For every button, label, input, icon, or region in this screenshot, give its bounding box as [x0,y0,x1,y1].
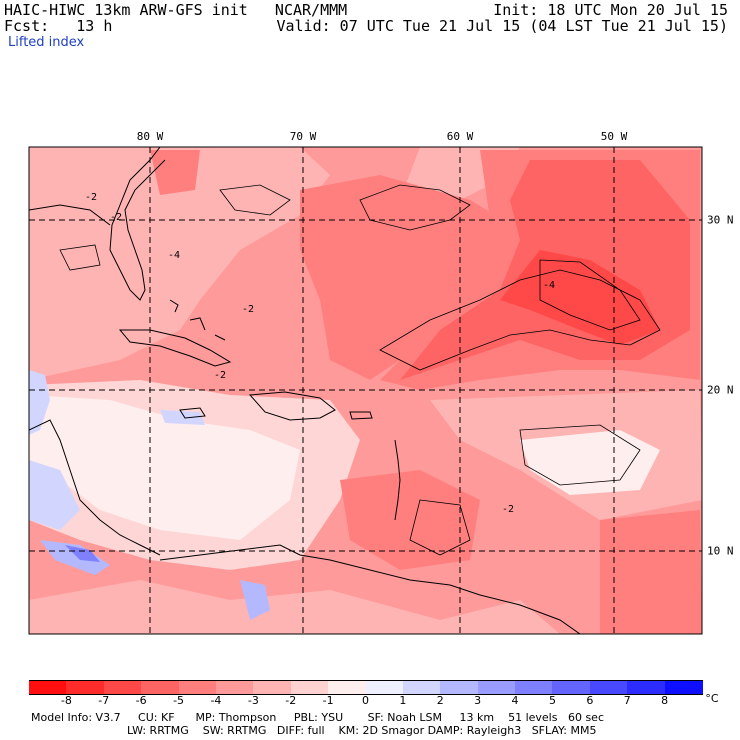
field-name: Lifted index [8,35,85,50]
lat-label-20n: 20 N [707,383,734,397]
colorbar-tick-label: 1 [399,694,407,707]
field-region-positive [29,370,50,435]
colorbar-tick-label: 6 [586,694,594,707]
lat-label-10n: 10 N [707,544,734,558]
valid-time: Valid: 07 UTC Tue 21 Jul 15 (04 LST Tue … [276,17,728,35]
colorbar-swatch [365,680,404,695]
map-frame [28,146,703,635]
graticule [29,147,702,634]
contour-label: -4 [168,250,180,261]
colorbar-swatch [627,680,666,695]
colorbar-tick-label: -3 [247,694,259,707]
colorbar-tick-label: 4 [511,694,519,707]
forecast-hour: Fcst: 13 h [4,17,113,35]
field-region-positive [240,580,270,620]
model-title: HAIC-HIWC 13km ARW-GFS init NCAR/MMM [4,1,348,19]
colorbar-tick-label: 3 [474,694,482,707]
colorbar-tick-label: 5 [548,694,556,707]
colorbar-tick-label: -8 [60,694,72,707]
colorbar-tick-label: -4 [210,694,222,707]
colorbar-swatch [589,680,628,695]
colorbar-swatch [178,680,217,695]
colorbar-swatch [515,680,554,695]
contour-label: -2 [85,192,97,203]
colorbar-tick-label: -1 [322,694,334,707]
colorbar-swatch [103,680,142,695]
lon-label-80w: 80 W [136,130,164,143]
colorbar-swatch [664,680,703,695]
colorbar-swatch [440,680,479,695]
field-region-unstable [600,510,702,634]
field-region-unstable [340,470,480,570]
field-region-neutral [520,430,660,495]
lon-label-60w: 60 W [446,130,474,143]
colorbar-tick-label: 2 [436,694,444,707]
colorbar-tick-label: 7 [623,694,631,707]
model-info-line1: Model Info: V3.7 CU: KF MP: Thompson PBL… [31,711,604,724]
colorbar-swatch [141,680,180,695]
colorbar-tick-label: 8 [661,694,669,707]
colorbar-swatch [290,680,329,695]
field-region-positive [29,460,80,530]
field-region-light [29,147,330,380]
contour-label: -2 [110,212,122,223]
contour-label: -2 [214,370,226,381]
lon-label-50w: 50 W [600,130,628,143]
colorbar-tick-label: -2 [285,694,297,707]
contour-label: -2 [242,304,254,315]
colorbar-tick-label: -7 [98,694,110,707]
colorbar-swatch [29,680,67,695]
contour-label: -2 [502,504,514,515]
colorbar-unit: °C [705,692,719,705]
coastlines [29,147,581,634]
colorbar-swatch [552,680,591,695]
field-region-positive [40,540,110,575]
colorbar-tick-label: -6 [135,694,147,707]
colorbar-tick-label: 0 [362,694,369,707]
colorbar-swatch [253,680,292,695]
field-region-neutral [29,395,300,540]
contour-label: -4 [543,280,555,291]
field-region-positive [160,410,205,425]
colorbar-tick-label: -5 [173,694,185,707]
lat-label-30n: 30 N [707,213,734,227]
model-info-line2: LW: RRTMG SW: RRTMG DIFF: full KM: 2D Sm… [127,724,597,737]
field-region-light [29,580,560,634]
lon-label-70w: 70 W [289,130,317,143]
colorbar-swatch [328,680,367,695]
field-region-positive [65,545,100,562]
colorbar-swatch [477,680,516,695]
colorbar-swatch [66,680,105,695]
field-region-unstable [150,150,200,195]
init-time: Init: 18 UTC Mon 20 Jul 15 [493,1,728,19]
colorbar-swatch [402,680,441,695]
field-region-unstable [300,175,540,380]
colorbar-swatch [215,680,254,695]
